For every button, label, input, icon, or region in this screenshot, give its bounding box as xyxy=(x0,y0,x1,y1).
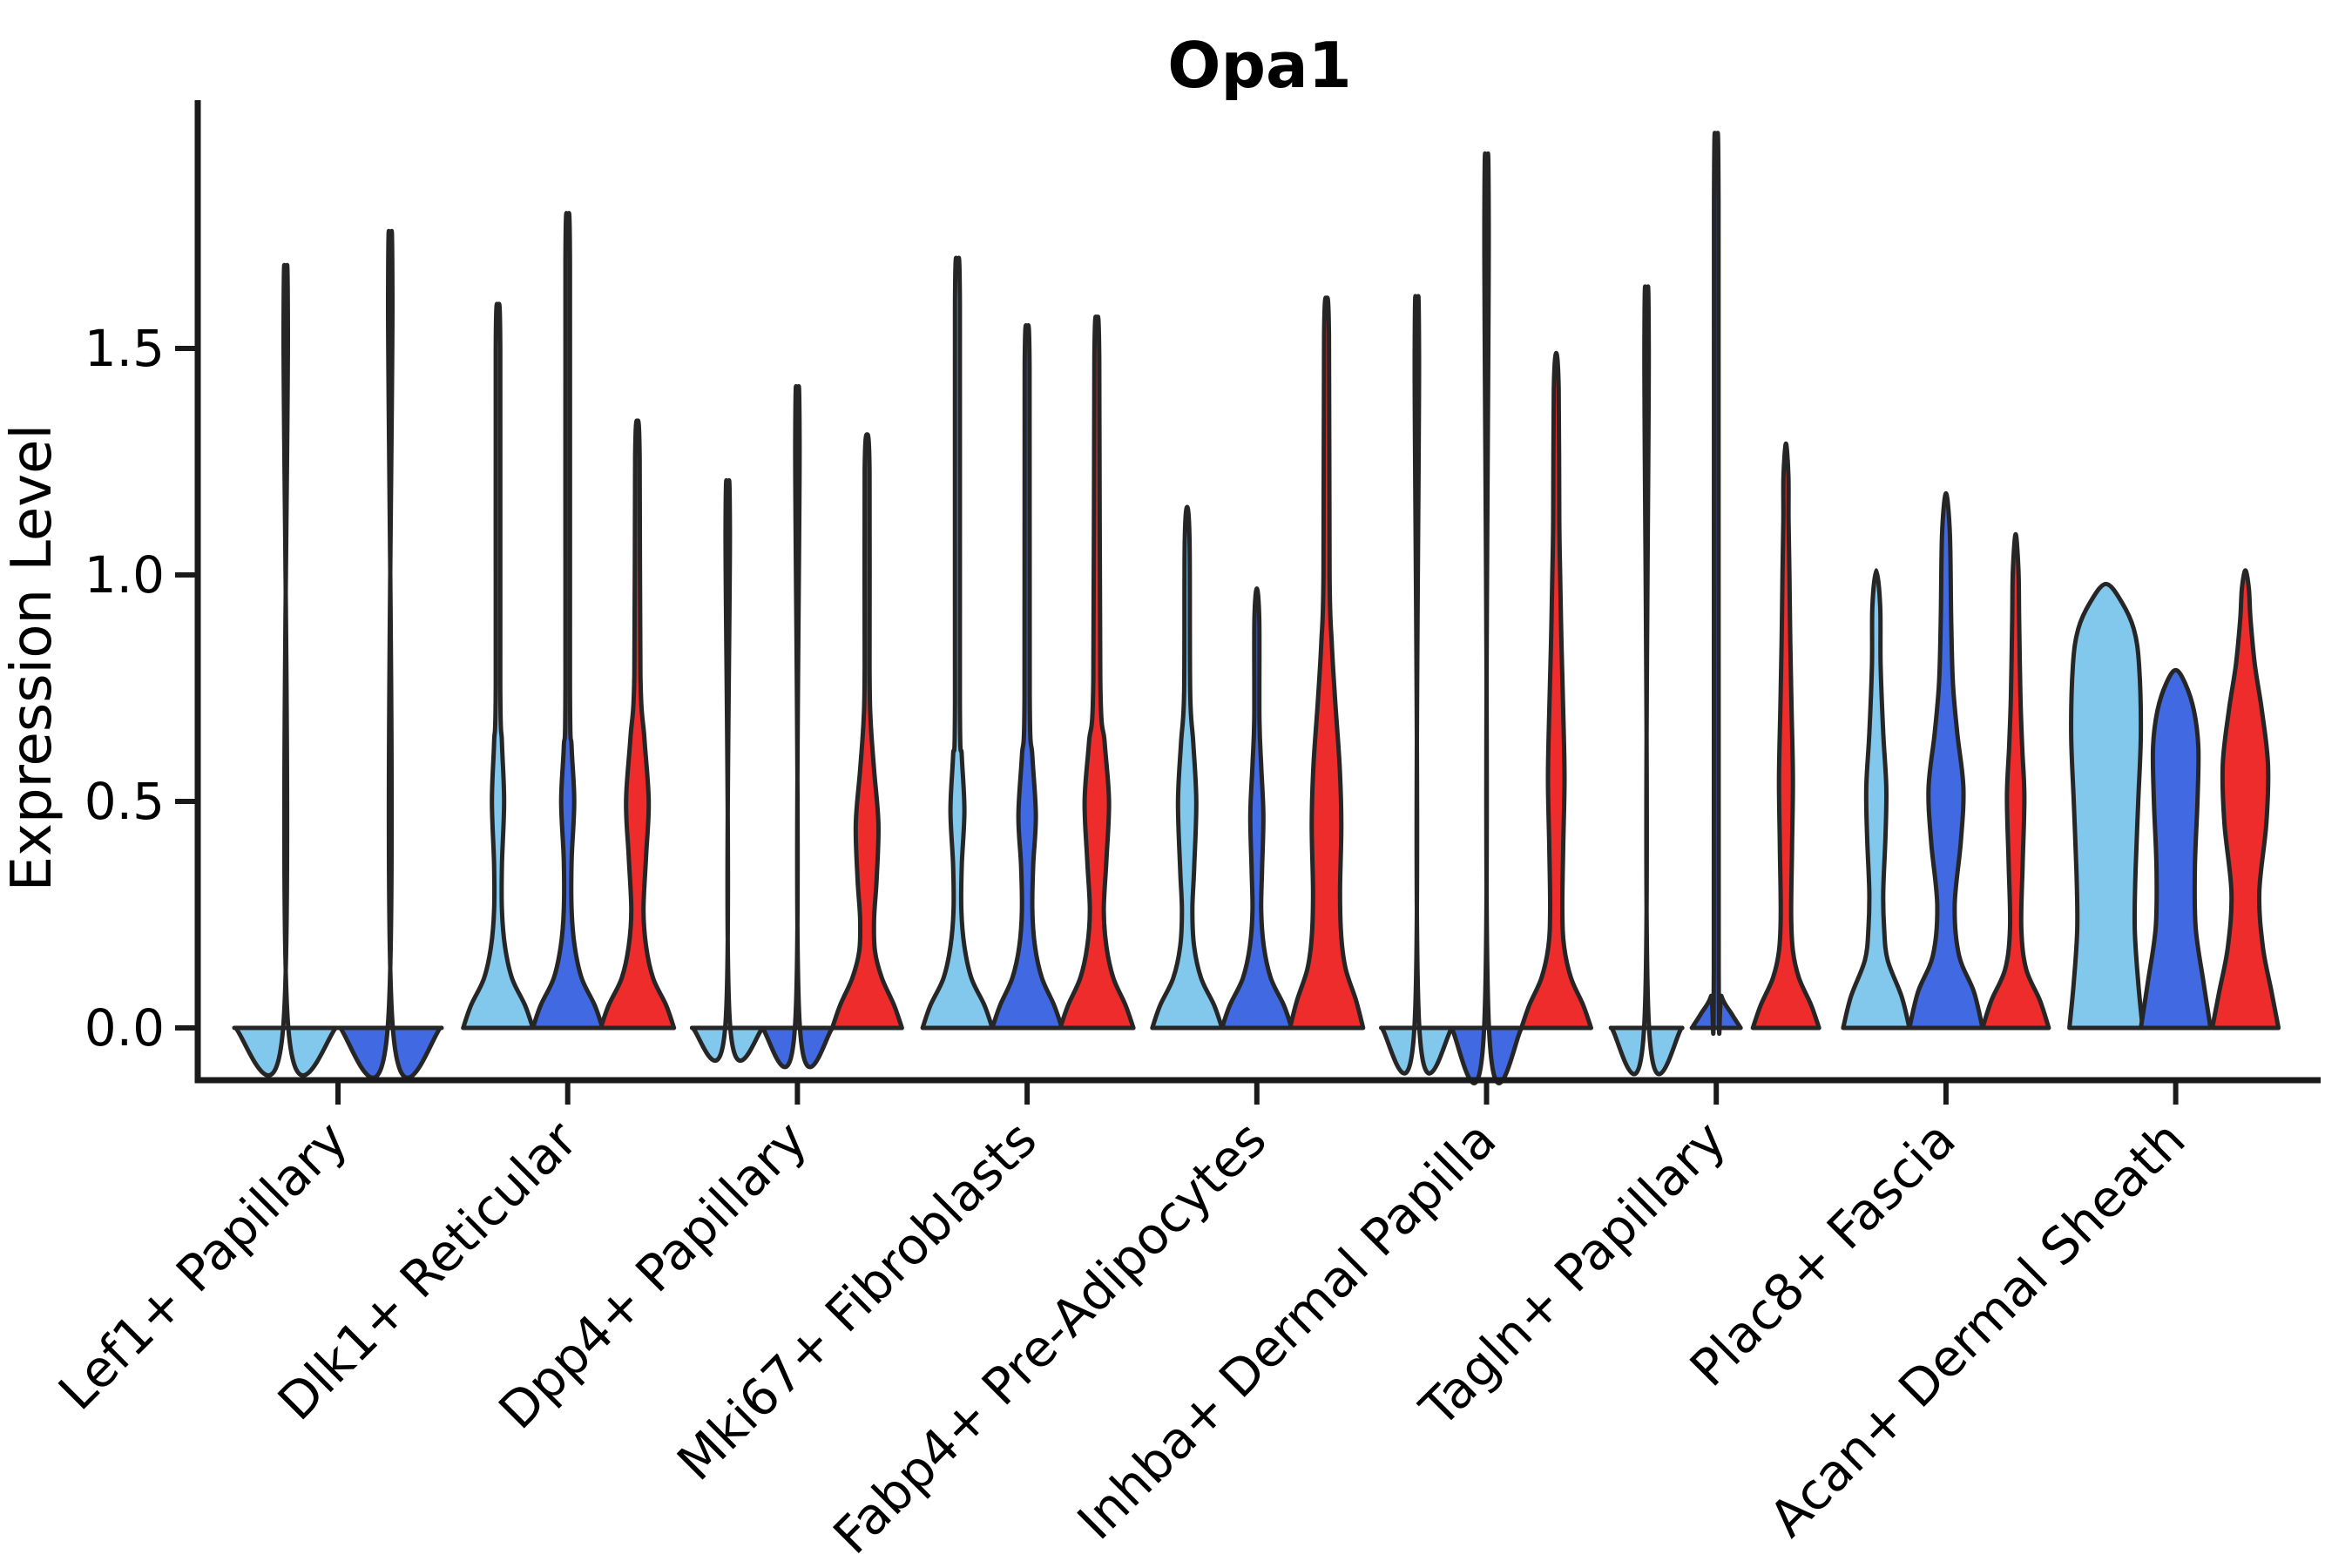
violin-sample-lightblue xyxy=(232,262,340,1078)
violin-sample-royalblue xyxy=(1449,151,1524,1085)
violin-sample-lightblue xyxy=(1841,568,1912,1031)
x-tick-label: Acan+ Dermal Sheath xyxy=(1758,1110,2196,1548)
violin-sample-red xyxy=(1750,441,1821,1031)
chart-title: Opa1 xyxy=(1167,29,1351,102)
violin-sample-lightblue xyxy=(689,478,766,1064)
violin-sample-red xyxy=(1058,314,1136,1031)
violin-sample-lightblue xyxy=(920,255,995,1031)
violin-sample-lightblue xyxy=(1608,284,1685,1077)
violin-sample-royalblue xyxy=(2139,667,2213,1031)
violin-sample-red xyxy=(829,432,904,1031)
violin-sample-lightblue xyxy=(1150,504,1225,1031)
violins-layer xyxy=(232,131,2281,1085)
violin-sample-royalblue xyxy=(759,383,835,1070)
axes-layer xyxy=(175,100,2321,1105)
violin-sample-red xyxy=(2210,568,2281,1031)
violin-sample-red xyxy=(1288,295,1366,1031)
violin-sample-royalblue xyxy=(531,211,605,1031)
violin-sample-royalblue xyxy=(1689,131,1743,1037)
violin-sample-lightblue xyxy=(1379,294,1455,1076)
violin-sample-royalblue xyxy=(1220,586,1294,1031)
violin-sample-lightblue xyxy=(2067,581,2146,1031)
violin-sample-lightblue xyxy=(461,301,536,1031)
y-tick-label: 1.0 xyxy=(84,545,165,605)
y-tick-label: 0.0 xyxy=(84,998,165,1058)
y-tick-label: 1.5 xyxy=(84,319,165,378)
violin-sample-red xyxy=(598,418,677,1031)
violin-sample-royalblue xyxy=(1907,490,1985,1031)
violin-sample-red xyxy=(1519,350,1593,1031)
violin-sample-royalblue xyxy=(336,228,444,1080)
y-axis-label: Expression Level xyxy=(0,424,64,892)
x-tick-label: Fabp4+ Pre-Adipocytes xyxy=(822,1110,1278,1565)
violin-sample-red xyxy=(1980,531,2051,1031)
y-tick-label: 0.5 xyxy=(84,772,165,831)
x-tick-label: Inhba+ Dermal Papilla xyxy=(1066,1110,1508,1551)
violin-sample-royalblue xyxy=(990,323,1064,1031)
